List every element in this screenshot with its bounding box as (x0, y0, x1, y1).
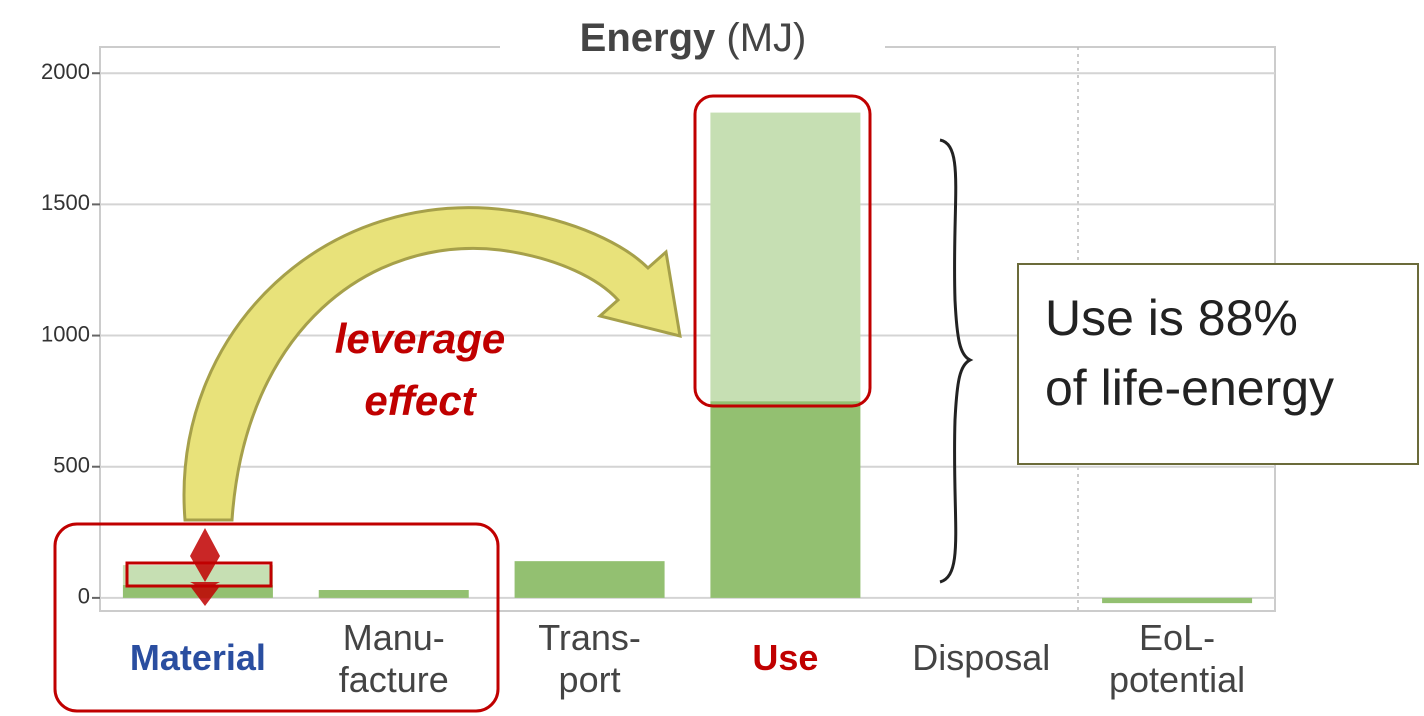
material-highlight (53, 522, 500, 713)
x-tick-label: Material (130, 637, 266, 678)
bar (710, 112, 861, 402)
bar (514, 561, 665, 598)
bar (710, 401, 861, 598)
x-tick-label: EoL-potential (1109, 617, 1245, 700)
bar (318, 590, 469, 598)
title-bg (500, 10, 885, 72)
annotation: Use is 88% of life-energy (1045, 290, 1334, 416)
x-tick-label: Manu-facture (339, 617, 449, 700)
double-arrow (190, 528, 220, 606)
x-tick-label: Use (752, 637, 818, 678)
bar (1102, 597, 1253, 604)
bar (122, 565, 273, 585)
annotation: leverage effect (335, 315, 505, 424)
annotation-box (1017, 263, 1419, 465)
x-tick-label: Disposal (912, 637, 1050, 678)
y-tick-label: 0 (78, 584, 90, 609)
y-tick-label: 500 (53, 453, 90, 478)
leverage-arrow (182, 206, 682, 522)
y-tick-label: 1500 (41, 190, 90, 215)
y-tick-label: 1000 (41, 321, 90, 346)
brace (939, 138, 974, 584)
use-highlight (693, 94, 872, 408)
chart-title: Energy (MJ) (580, 16, 807, 60)
x-tick-label: Trans-port (538, 617, 641, 700)
y-tick-label: 2000 (41, 59, 90, 84)
